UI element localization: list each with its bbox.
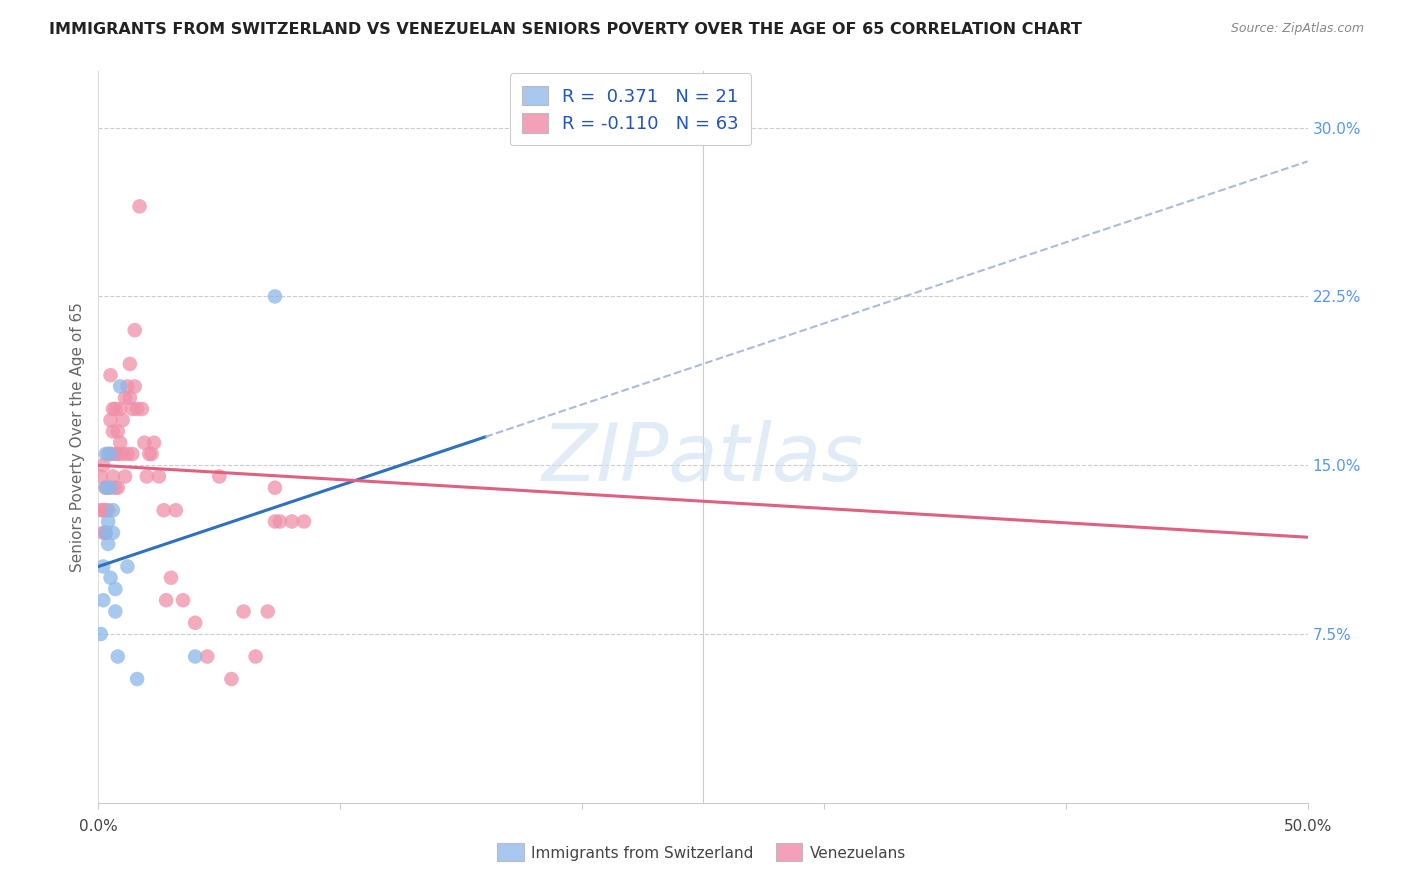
Text: Immigrants from Switzerland: Immigrants from Switzerland [531,846,754,861]
Point [97,503,120,517]
Y-axis label: Seniors Poverty Over the Age of 65: Seniors Poverty Over the Age of 65 [69,302,84,572]
Point [138,447,160,461]
Point [128,199,150,213]
Point [117,379,139,393]
Point [264,289,287,303]
Point [97,515,120,529]
Point [94,503,117,517]
Point [108,379,131,393]
Point [97,481,120,495]
Point [91,559,114,574]
Point [101,425,124,439]
Point [101,469,124,483]
Point [101,503,124,517]
Point [107,481,129,495]
Point [100,447,122,461]
Point [118,357,141,371]
Point [245,649,267,664]
Point [94,481,117,495]
Point [155,593,177,607]
Point [256,605,278,619]
Point [108,401,131,416]
Point [264,515,287,529]
Point [117,447,139,461]
Point [90,469,112,483]
Point [94,525,117,540]
Point [127,672,149,686]
Point [208,469,231,483]
Point [121,447,143,461]
Legend: R =  0.371   N = 21, R = -0.110   N = 63: R = 0.371 N = 21, R = -0.110 N = 63 [509,73,751,145]
Point [100,368,122,383]
Point [107,425,129,439]
Point [91,525,114,540]
Point [148,469,170,483]
Point [111,413,134,427]
Point [143,435,166,450]
Point [117,559,139,574]
Point [292,515,315,529]
Text: Source: ZipAtlas.com: Source: ZipAtlas.com [1230,22,1364,36]
Point [165,503,187,517]
Point [111,447,134,461]
Point [281,515,304,529]
Point [184,615,207,630]
Point [100,447,122,461]
Point [134,435,156,450]
Point [101,401,124,416]
Point [104,401,127,416]
Point [160,571,183,585]
Point [141,447,163,461]
Point [104,481,127,495]
Point [118,391,141,405]
Point [184,649,207,664]
Point [100,571,122,585]
Point [269,515,291,529]
Point [232,605,254,619]
Point [127,401,149,416]
Point [101,525,124,540]
Point [97,447,120,461]
Text: ZIPatlas: ZIPatlas [541,420,865,498]
Point [121,401,143,416]
Point [108,435,131,450]
Point [104,582,127,596]
Point [172,593,194,607]
Point [107,447,129,461]
Point [114,469,136,483]
FancyBboxPatch shape [498,843,524,862]
Point [94,525,117,540]
Point [114,391,136,405]
Point [124,323,146,337]
Point [264,481,287,495]
Point [107,649,129,664]
Point [152,503,174,517]
Point [221,672,243,686]
Point [90,627,112,641]
Point [91,458,114,473]
Point [131,401,153,416]
Point [100,413,122,427]
Point [100,481,122,495]
Point [94,447,117,461]
Point [195,649,218,664]
Point [94,481,117,495]
FancyBboxPatch shape [776,843,803,862]
Point [135,469,157,483]
Point [124,379,146,393]
Point [97,537,120,551]
Point [91,503,114,517]
Text: Venezuelans: Venezuelans [810,846,905,861]
Point [104,447,127,461]
Point [91,593,114,607]
Point [90,503,112,517]
Point [104,605,127,619]
Text: IMMIGRANTS FROM SWITZERLAND VS VENEZUELAN SENIORS POVERTY OVER THE AGE OF 65 COR: IMMIGRANTS FROM SWITZERLAND VS VENEZUELA… [49,22,1083,37]
